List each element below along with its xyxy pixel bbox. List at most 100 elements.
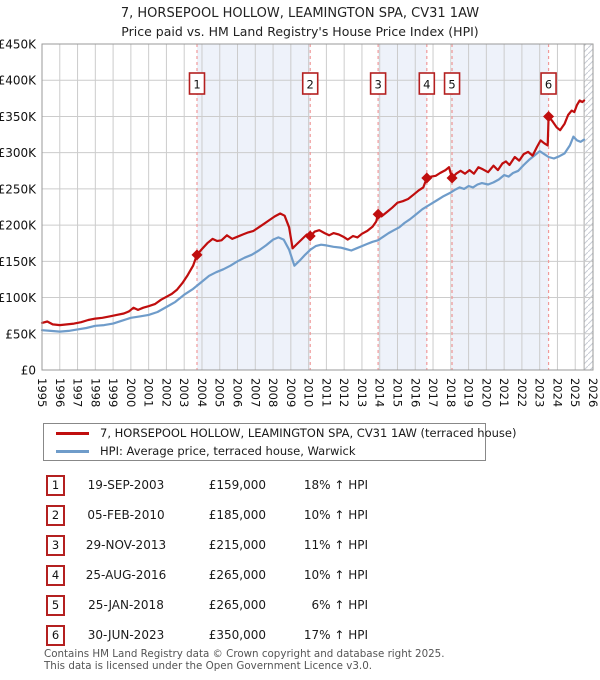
future-hatch-region: [583, 44, 593, 370]
sale-number-badge: 4: [46, 565, 65, 586]
x-axis-tick-label: 2021: [497, 378, 511, 407]
x-axis-tick-label: 2017: [426, 378, 440, 407]
sale-number-box: [369, 72, 387, 95]
x-axis-tick-label: 2026: [586, 378, 600, 407]
sale-date: 25-JAN-2018: [88, 598, 164, 612]
x-axis-tick-label: 2000: [124, 378, 138, 407]
sale-number-badge: 5: [46, 595, 65, 616]
sale-date: 30-JUN-2023: [87, 628, 165, 642]
sale-number-box: [443, 72, 461, 95]
sale-vs-hpi: 6% ↑ HPI: [311, 598, 368, 612]
table-row: 6 30-JUN-2023 £350,000 17% ↑ HPI: [0, 625, 600, 647]
sale-price: £185,000: [208, 508, 266, 522]
y-axis-tick-label: £350K: [0, 110, 37, 124]
plot-border-rect: [41, 43, 594, 371]
x-axis-tick-label: 1995: [35, 378, 49, 407]
y-axis-tick-label: £50K: [5, 327, 37, 341]
owned-period-band: [378, 44, 427, 370]
axis-labels: £0 £50K £100K £150K £200K £250K £300K £350K £400…: [0, 38, 600, 408]
owned-period-band: [196, 44, 311, 370]
page-title: 7, HORSEPOOL HOLLOW, LEAMINGTON SPA, CV3…: [120, 6, 480, 21]
sale-vs-hpi: 18% ↑ HPI: [303, 478, 368, 492]
x-axis-tick-label: 2002: [159, 378, 173, 407]
x-axis-tick-label: 2008: [266, 378, 280, 407]
legend-label: 7, HORSEPOOL HOLLOW, LEAMINGTON SPA, CV3…: [100, 426, 517, 440]
x-axis-tick-label: 2025: [568, 378, 582, 407]
sale-marker-diamond: [446, 172, 458, 184]
x-axis-tick-label: 2009: [284, 378, 298, 407]
y-axis-tick-label: £250K: [0, 182, 37, 196]
sale-number-box: [540, 72, 557, 95]
y-axis-tick-label: £150K: [0, 255, 37, 269]
x-axis-tick-label: 2007: [248, 378, 262, 407]
sale-vs-hpi: 17% ↑ HPI: [303, 628, 368, 642]
x-axis-tick-label: 2024: [550, 378, 564, 407]
plot-border: [41, 43, 594, 371]
sale-marker-diamond: [421, 172, 433, 184]
x-axis-tick-label: 2023: [533, 378, 547, 407]
footer-line-1: Contains HM Land Registry data © Crown c…: [44, 648, 445, 660]
sale-number-boxes: 1 2 3 4 5 6: [188, 72, 557, 95]
x-axis-tick-label: 2001: [142, 378, 156, 407]
sale-price: £159,000: [208, 478, 266, 492]
sale-vs-hpi: 10% ↑ HPI: [303, 508, 368, 522]
future-hatch: [584, 44, 593, 370]
y-axis-tick-label: £450K: [0, 38, 37, 52]
sale-price: £215,000: [208, 538, 266, 552]
x-axis-tick-label: 1998: [88, 378, 102, 407]
sale-number-badge: 3: [46, 535, 65, 556]
sale-number-box: [188, 72, 206, 95]
x-axis-tick-label: 2004: [195, 378, 209, 407]
sale-number-box-label: 3: [374, 78, 381, 92]
table-row: 3 29-NOV-2013 £215,000 11% ↑ HPI: [0, 535, 600, 557]
sale-date: 25-AUG-2016: [85, 568, 167, 582]
license-footer: Contains HM Land Registry data © Crown c…: [44, 648, 584, 672]
sale-number-box-label: 2: [307, 78, 314, 92]
price-history-chart: 1 2 3 4 5 6 £0 £50K £100K £150K £200K £250K £300K £3…: [0, 38, 600, 408]
x-axis-tick-label: 2022: [515, 378, 529, 407]
sale-marker-diamond: [372, 208, 384, 220]
legend-item-hpi: HPI: Average price, terraced house, Warw…: [44, 442, 485, 460]
hpi-line-swatch: [56, 450, 89, 453]
y-axis-tick-label: £400K: [0, 74, 37, 88]
x-axis-tick-label: 2010: [302, 378, 316, 407]
x-axis-tick-label: 2016: [408, 378, 422, 407]
table-row: 4 25-AUG-2016 £265,000 10% ↑ HPI: [0, 565, 600, 587]
x-axis-tick-label: 2014: [373, 378, 387, 407]
table-row: 1 19-SEP-2003 £159,000 18% ↑ HPI: [0, 475, 600, 497]
sale-number-box-label: 5: [448, 78, 455, 92]
price-line-swatch: [56, 432, 89, 435]
y-axis-tick-label: £200K: [0, 219, 37, 233]
sale-price: £265,000: [208, 568, 266, 582]
x-axis-tick-label: 2011: [319, 378, 333, 407]
x-axis-tick-label: 2015: [390, 378, 404, 407]
owned-period-band: [452, 44, 549, 370]
x-axis-tick-label: 2013: [355, 378, 369, 407]
sale-markers: [191, 110, 555, 261]
hpi-line: [40, 135, 586, 333]
sale-marker-diamond: [191, 249, 203, 261]
sale-marker-diamond: [543, 110, 555, 122]
sale-number-box-label: 6: [545, 78, 552, 92]
sale-dashed-lines: [196, 44, 550, 370]
sale-price: £265,000: [208, 598, 266, 612]
table-row: 5 25-JAN-2018 £265,000 6% ↑ HPI: [0, 595, 600, 617]
data-series: [40, 99, 586, 333]
sale-date: 29-NOV-2013: [85, 538, 167, 552]
sale-price: £350,000: [208, 628, 266, 642]
x-axis-tick-label: 2005: [213, 378, 227, 407]
sale-number-box: [301, 72, 319, 95]
chart-legend: 7, HORSEPOOL HOLLOW, LEAMINGTON SPA, CV3…: [43, 423, 516, 461]
sale-date: 19-SEP-2003: [87, 478, 165, 492]
y-axis-tick-label: £100K: [0, 291, 37, 305]
sale-vs-hpi: 10% ↑ HPI: [303, 568, 368, 582]
sale-number-badge: 6: [46, 625, 65, 646]
x-axis-tick-label: 2018: [444, 378, 458, 407]
sale-marker-diamond: [304, 230, 316, 242]
x-axis-tick-label: 1997: [71, 378, 85, 407]
page-subtitle: Price paid vs. HM Land Registry's House …: [121, 24, 479, 39]
x-axis-tick-label: 1999: [106, 378, 120, 407]
x-axis-tick-label: 2012: [337, 378, 351, 407]
legend-label: HPI: Average price, terraced house, Warw…: [100, 444, 356, 458]
